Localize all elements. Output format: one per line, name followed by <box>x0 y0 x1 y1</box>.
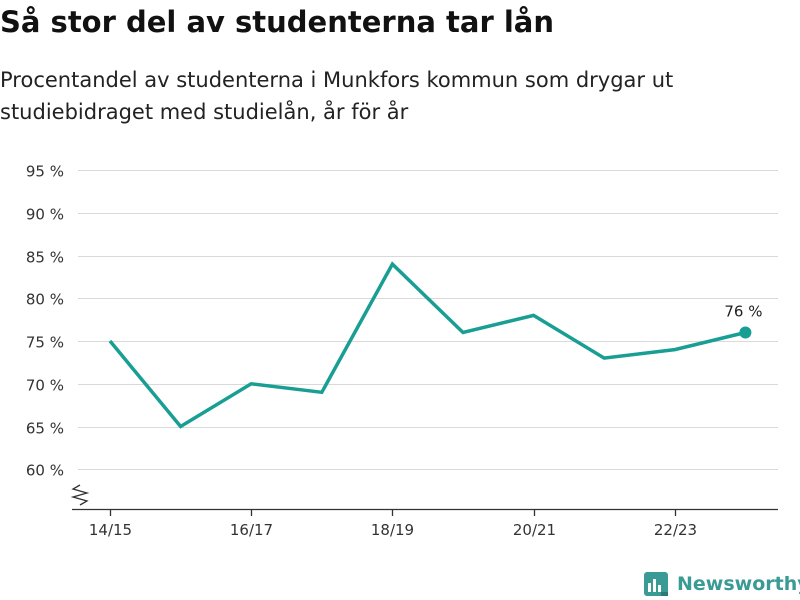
end-value-label: 76 % <box>724 303 762 321</box>
end-point-marker <box>739 326 752 339</box>
x-tick-label: 16/17 <box>230 521 273 539</box>
chart-title: Så stor del av studenterna tar lån <box>0 5 555 39</box>
annotations: 76 % <box>724 303 762 339</box>
y-tick-label: 65 % <box>26 420 64 438</box>
y-axis-break-icon <box>70 484 90 506</box>
x-axis <box>70 484 778 516</box>
x-axis-labels: 14/15 16/17 18/19 20/21 22/23 <box>89 521 697 539</box>
y-tick-label: 80 % <box>26 291 64 309</box>
brand-name: Newsworthy <box>677 573 800 595</box>
bar-chart-document-icon <box>644 572 668 596</box>
y-tick-label: 70 % <box>26 377 64 395</box>
y-axis-labels: 95 % 90 % 85 % 80 % 75 % 70 % 65 % 60 % <box>26 163 64 480</box>
x-tick-label: 20/21 <box>513 521 556 539</box>
x-tick-label: 22/23 <box>654 521 697 539</box>
y-tick-label: 85 % <box>26 249 64 267</box>
x-tick-label: 18/19 <box>371 521 414 539</box>
y-tick-label: 75 % <box>26 334 64 352</box>
y-tick-label: 60 % <box>26 462 64 480</box>
x-tick-label: 14/15 <box>89 521 132 539</box>
y-tick-label: 90 % <box>26 206 64 224</box>
y-tick-label: 95 % <box>26 163 64 181</box>
data-series <box>108 261 746 429</box>
chart-subtitle: Procentandel av studenterna i Munkfors k… <box>0 68 674 124</box>
newsworthy-logo[interactable]: Newsworthy <box>643 568 800 600</box>
series-line <box>108 261 746 429</box>
